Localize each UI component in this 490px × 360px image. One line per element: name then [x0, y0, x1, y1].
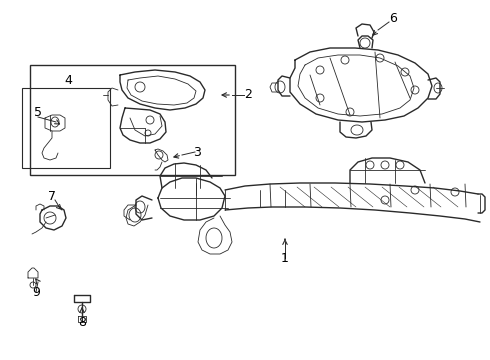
Text: 8: 8	[78, 315, 86, 328]
Text: 9: 9	[32, 285, 40, 298]
Text: 2: 2	[244, 89, 252, 102]
Text: 1: 1	[281, 252, 289, 265]
Text: 5: 5	[34, 105, 42, 118]
Text: 6: 6	[389, 12, 397, 24]
Bar	[22, 88, 110, 168]
Text: 7: 7	[48, 190, 56, 203]
Text: 4: 4	[64, 73, 72, 86]
Text: 3: 3	[193, 145, 201, 158]
Bar	[30, 65, 235, 175]
